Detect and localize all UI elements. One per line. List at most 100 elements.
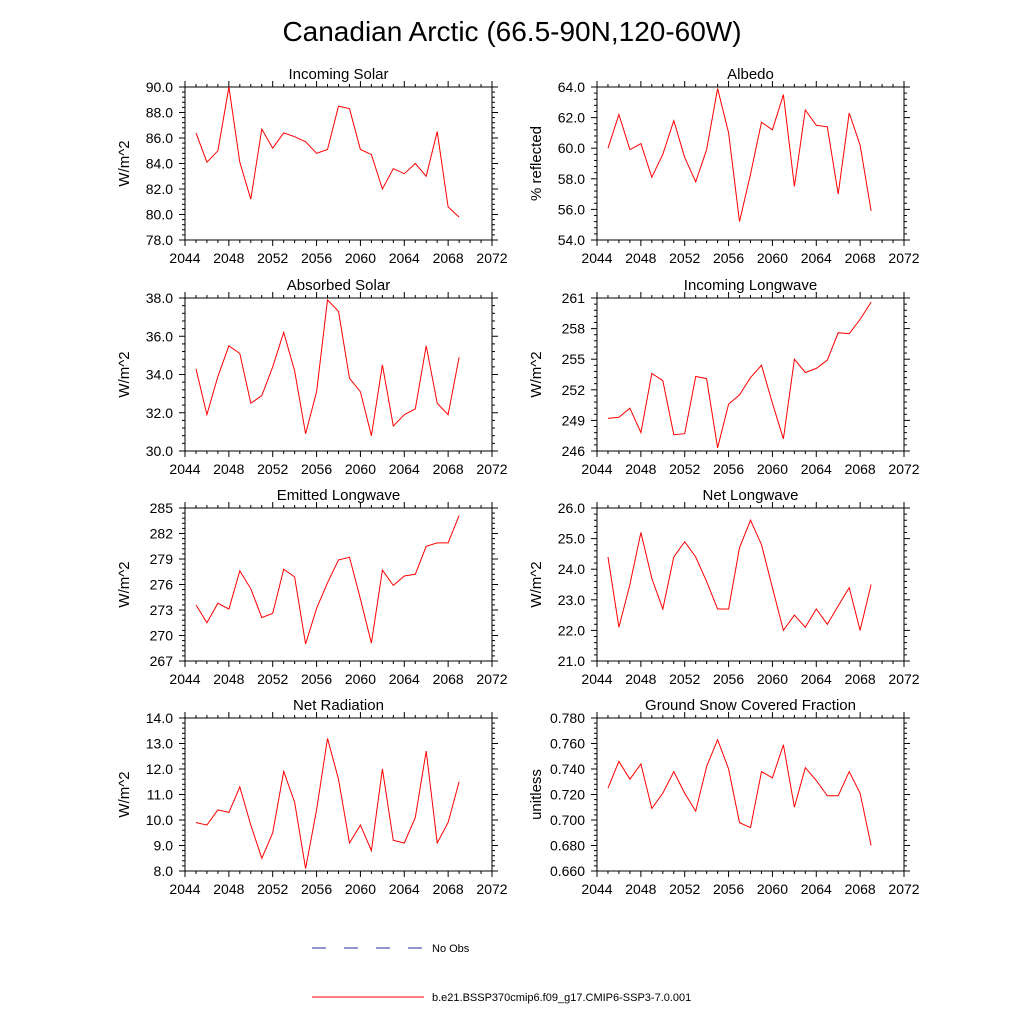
x-tick-label: 2048 [625,250,656,266]
y-tick-label: 282 [150,526,174,542]
y-tick-label: 22.0 [558,622,585,638]
x-tick-label: 2072 [476,250,507,266]
series-line [607,88,872,222]
series-line [607,301,872,449]
panel-title: Emitted Longwave [277,487,400,504]
y-axis-label: unitless [528,769,545,820]
x-tick-label: 2052 [669,461,700,477]
y-tick-label: 78.0 [146,232,173,248]
y-tick-label: 0.720 [550,787,585,803]
y-tick-label: 34.0 [146,367,173,383]
panel-8: Ground Snow Covered Fraction unitless 2044… [528,697,920,897]
x-tick-label: 2044 [581,881,612,897]
x-tick-label: 2068 [845,250,876,266]
legend-item-2: b.e21.BSSP370cmip6.f09_g17.CMIP6-SSP3-7.… [312,992,691,1004]
panel-4: Incoming Longwave W/m^2 2044 2048 2052 2056 20… [528,277,920,477]
x-tick-label: 2064 [801,671,832,687]
y-axis-label: W/m^2 [116,561,133,607]
y-tick-label: 279 [150,551,174,567]
x-tick-label: 2052 [669,250,700,266]
y-tick-label: 0.740 [550,761,585,777]
plot-frame [596,507,905,662]
y-tick-label: 0.660 [550,863,585,879]
panel-5: Emitted Longwave W/m^2 2044 2048 2052 2056 206… [116,487,508,687]
plot-frame [184,717,493,872]
y-tick-label: 82.0 [146,181,173,197]
plot-frame [184,507,493,662]
figure-title: Canadian Arctic (66.5-90N,120-60W) [282,16,741,47]
panel-6: Net Longwave W/m^2 2044 2048 2052 2056 2060 206… [528,487,920,687]
series-line [607,518,872,632]
x-tick-label: 2056 [713,461,744,477]
series-line [195,738,460,869]
x-tick-label: 2060 [345,881,376,897]
x-tick-label: 2068 [433,250,464,266]
y-tick-label: 0.700 [550,812,585,828]
x-tick-label: 2072 [888,250,919,266]
y-tick-label: 285 [150,500,174,516]
x-tick-label: 2048 [213,250,244,266]
y-tick-label: 270 [150,628,174,644]
y-tick-label: 58.0 [558,171,585,187]
y-tick-label: 273 [150,602,174,618]
y-tick-label: 24.0 [558,561,585,577]
x-tick-label: 2064 [801,881,832,897]
y-tick-label: 80.0 [146,207,173,223]
y-tick-label: 30.0 [146,443,173,459]
y-tick-label: 255 [562,351,586,367]
y-tick-label: 249 [562,412,586,428]
y-tick-label: 21.0 [558,653,585,669]
x-tick-label: 2048 [213,881,244,897]
y-tick-label: 267 [150,653,174,669]
x-tick-label: 2072 [888,671,919,687]
panel-title: Incoming Solar [288,66,388,83]
y-tick-label: 64.0 [558,79,585,95]
x-tick-label: 2068 [433,881,464,897]
panel-title: Albedo [727,66,774,83]
y-tick-label: 60.0 [558,140,585,156]
x-tick-label: 2044 [169,461,200,477]
y-tick-label: 252 [562,382,586,398]
y-tick-label: 276 [150,577,174,593]
x-tick-label: 2044 [581,461,612,477]
x-tick-label: 2044 [581,671,612,687]
legend-label: No Obs [432,943,470,955]
panel-7: Net Radiation W/m^2 2044 2048 2052 2056 2060 20… [116,697,508,897]
y-tick-label: 90.0 [146,79,173,95]
plot-frame [596,86,905,241]
x-tick-label: 2052 [669,881,700,897]
y-tick-label: 38.0 [146,290,173,306]
series-line [195,515,460,645]
x-tick-label: 2056 [713,250,744,266]
y-tick-label: 8.0 [154,863,174,879]
x-tick-label: 2044 [581,250,612,266]
x-tick-label: 2060 [757,250,788,266]
panel-title: Net Radiation [293,697,384,714]
y-tick-label: 23.0 [558,592,585,608]
x-tick-label: 2060 [757,461,788,477]
panel-2: Albedo % reflected 2044 2048 2052 2056 2060 206… [528,66,920,266]
x-tick-label: 2052 [257,881,288,897]
y-tick-label: 11.0 [147,787,173,803]
x-tick-label: 2056 [301,250,332,266]
x-tick-label: 2044 [169,250,200,266]
y-axis-label: W/m^2 [116,771,133,817]
x-tick-label: 2048 [625,461,656,477]
legend: No Obs b.e21.BSSP370cmip6.f09_g17.CMIP6-S… [312,943,691,1004]
x-tick-label: 2056 [301,671,332,687]
panel-title: Ground Snow Covered Fraction [645,697,856,714]
x-tick-label: 2060 [757,881,788,897]
y-tick-label: 62.0 [558,110,585,126]
panel-1: Incoming Solar W/m^2 2044 2048 2052 2056 2060 2… [116,66,508,266]
panel-title: Incoming Longwave [684,277,817,294]
x-tick-label: 2068 [845,881,876,897]
y-tick-label: 88.0 [146,105,173,121]
y-axis-label: W/m^2 [116,351,133,397]
x-tick-label: 2052 [257,461,288,477]
y-tick-label: 0.780 [550,710,585,726]
x-tick-label: 2068 [845,671,876,687]
x-tick-label: 2048 [625,671,656,687]
y-tick-label: 14.0 [146,710,173,726]
x-tick-label: 2068 [433,671,464,687]
